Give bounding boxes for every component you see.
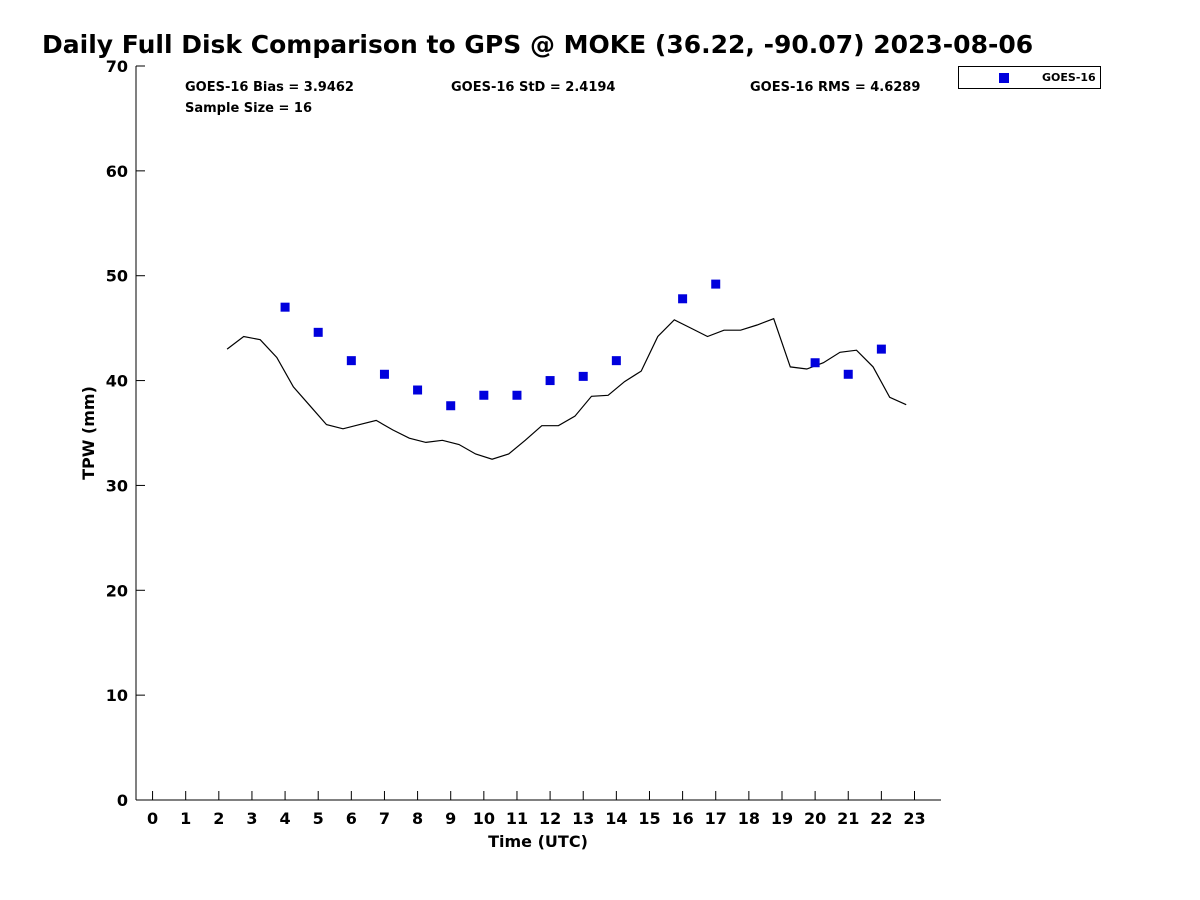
y-tick-label: 20 <box>106 581 128 600</box>
y-axis-label: TPW (mm) <box>79 386 98 480</box>
x-tick-label: 14 <box>605 809 627 828</box>
goes-16-point <box>678 294 688 304</box>
y-tick-label: 10 <box>106 686 128 705</box>
goes-16-point <box>280 302 290 312</box>
y-tick-label: 40 <box>106 372 128 391</box>
goes-16-point <box>711 279 721 289</box>
y-tick-label: 0 <box>117 791 128 810</box>
x-tick-label: 7 <box>379 809 390 828</box>
goes-16-point <box>413 385 423 395</box>
sample-size-stat: Sample Size = 16 <box>185 101 313 116</box>
goes-16-point <box>379 369 389 379</box>
x-tick-label: 10 <box>473 809 495 828</box>
goes-16-point <box>545 376 555 386</box>
x-tick-label: 21 <box>837 809 859 828</box>
x-tick-label: 17 <box>705 809 727 828</box>
goes-16-point <box>313 327 323 337</box>
legend-marker-goes-16 <box>999 73 1009 83</box>
x-tick-label: 6 <box>346 809 357 828</box>
y-tick-label: 30 <box>106 476 128 495</box>
y-tick-label: 70 <box>106 57 128 76</box>
x-tick-label: 4 <box>280 809 291 828</box>
x-tick-label: 16 <box>671 809 693 828</box>
x-tick-label: 2 <box>213 809 224 828</box>
rms-stat: GOES-16 RMS = 4.6289 <box>750 80 921 95</box>
goes-16-point <box>578 371 588 381</box>
x-tick-label: 23 <box>903 809 925 828</box>
legend: GOES-16 <box>958 66 1101 89</box>
x-tick-label: 3 <box>246 809 257 828</box>
gps-tpw-line <box>226 317 907 460</box>
x-tick-label: 13 <box>572 809 594 828</box>
x-tick-label: 5 <box>313 809 324 828</box>
x-tick-label: 22 <box>870 809 892 828</box>
goes-16-point <box>479 390 489 400</box>
goes-16-point <box>512 390 522 400</box>
x-tick-label: 20 <box>804 809 826 828</box>
x-tick-label: 19 <box>771 809 793 828</box>
x-tick-label: 1 <box>180 809 191 828</box>
goes-16-point <box>611 356 621 366</box>
x-tick-label: 8 <box>412 809 423 828</box>
x-tick-label: 18 <box>738 809 760 828</box>
std-stat: GOES-16 StD = 2.4194 <box>451 80 616 95</box>
x-tick-label: 0 <box>147 809 158 828</box>
goes-16-point <box>346 356 356 366</box>
goes-16-point <box>446 401 456 411</box>
y-tick-label: 50 <box>106 267 128 286</box>
goes-16-point <box>810 358 820 368</box>
y-tick-label: 60 <box>106 162 128 181</box>
goes-16-point <box>876 344 886 354</box>
x-tick-label: 11 <box>506 809 528 828</box>
bias-stat: GOES-16 Bias = 3.9462 <box>185 80 354 95</box>
x-tick-label: 12 <box>539 809 561 828</box>
goes-16-point <box>843 369 853 379</box>
x-tick-label: 9 <box>445 809 456 828</box>
chart-title: Daily Full Disk Comparison to GPS @ MOKE… <box>42 30 1034 59</box>
legend-label-goes-16: GOES-16 <box>1042 71 1096 84</box>
x-tick-label: 15 <box>638 809 660 828</box>
x-axis-label: Time (UTC) <box>488 832 588 851</box>
